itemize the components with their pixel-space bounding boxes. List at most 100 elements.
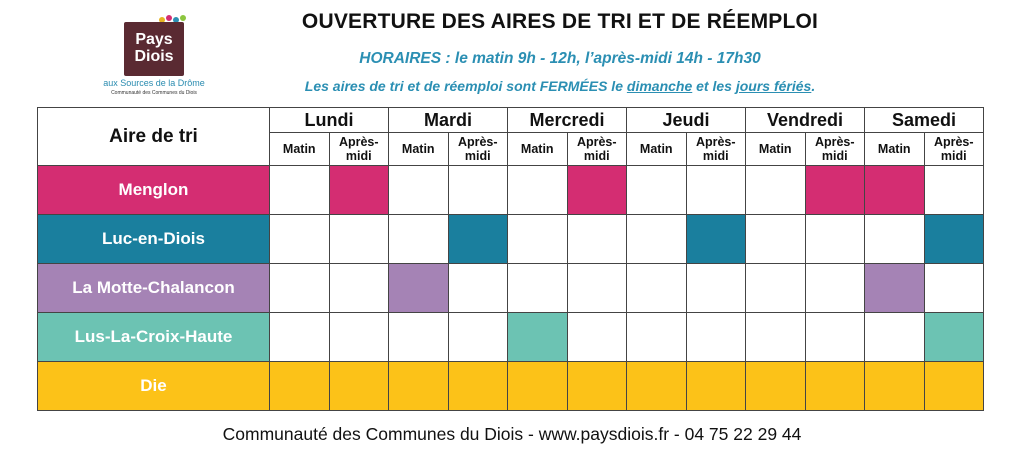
footer-contact: Communauté des Communes du Diois - www.p… <box>222 424 802 444</box>
closed-slot <box>328 263 389 313</box>
open-slot <box>864 361 925 411</box>
open-slot <box>388 263 449 313</box>
closed-slot <box>507 165 568 215</box>
open-slot <box>745 361 806 411</box>
closed-slot <box>507 214 568 264</box>
open-slot <box>269 361 330 411</box>
holidays-link[interactable]: jours fériés <box>735 78 812 94</box>
afternoon-header: Après-midi <box>566 132 627 166</box>
closed-slot <box>507 263 568 313</box>
closure-notice: Les aires de tri et de réemploi sont FER… <box>240 78 880 94</box>
opening-hours: HORAIRES : le matin 9h - 12h, l’après-mi… <box>359 50 761 67</box>
open-slot <box>923 312 984 362</box>
schedule-body: Menglon Luc-en-Diois La Motte-Chalancon Lus… <box>37 165 984 411</box>
closed-slot <box>923 263 984 313</box>
open-slot <box>804 165 865 215</box>
day-header: Mardi <box>388 107 508 133</box>
day-header: Jeudi <box>626 107 746 133</box>
closed-slot <box>447 165 508 215</box>
afternoon-header: Après-midi <box>923 132 984 166</box>
closed-slot <box>566 263 627 313</box>
closed-slot <box>745 312 806 362</box>
site-row: Luc-en-Diois <box>37 214 984 264</box>
pays-diois-logo: Pays Diois aux Sources de la Drôme Commu… <box>100 14 208 98</box>
site-name: Die <box>37 361 270 411</box>
open-slot <box>626 361 687 411</box>
closed-slot <box>269 165 330 215</box>
open-slot <box>328 165 389 215</box>
open-slot <box>685 214 746 264</box>
closed-slot <box>804 214 865 264</box>
afternoon-header: Après-midi <box>804 132 865 166</box>
site-name: La Motte-Chalancon <box>37 263 270 313</box>
closed-slot <box>626 312 687 362</box>
day-header: Lundi <box>269 107 389 133</box>
site-row: Lus-La-Croix-Haute <box>37 312 984 362</box>
site-row: Die <box>37 361 984 411</box>
closed-slot <box>745 214 806 264</box>
site-row: Menglon <box>37 165 984 215</box>
closure-suffix: . <box>811 78 816 94</box>
morning-header: Matin <box>269 132 330 166</box>
morning-header: Matin <box>507 132 568 166</box>
closed-slot <box>388 312 449 362</box>
morning-header: Matin <box>388 132 449 166</box>
open-slot <box>328 361 389 411</box>
logo-caption: Communauté des Communes du Diois <box>111 90 197 96</box>
afternoon-header: Après-midi <box>328 132 389 166</box>
closed-slot <box>745 263 806 313</box>
site-row: La Motte-Chalancon <box>37 263 984 313</box>
site-name: Menglon <box>37 165 270 215</box>
closed-slot <box>626 165 687 215</box>
day-header: Mercredi <box>507 107 627 133</box>
page-title: OUVERTURE DES AIRES DE TRI ET DE RÉEMPLO… <box>301 10 819 33</box>
closed-slot <box>269 312 330 362</box>
closed-slot <box>864 214 925 264</box>
afternoon-header: Après-midi <box>447 132 508 166</box>
closure-middle: et les <box>692 78 736 94</box>
open-slot <box>804 361 865 411</box>
closure-prefix: Les aires de tri et de réemploi sont FER… <box>304 78 627 94</box>
day-header-row: Aire de tri Lundi Mardi Mercredi Jeudi V… <box>37 107 984 166</box>
period-header-row: Matin Après-midi Matin Après-midi Matin Après… <box>38 132 984 166</box>
closed-slot <box>328 214 389 264</box>
closed-slot <box>685 312 746 362</box>
open-slot <box>507 312 568 362</box>
closed-slot <box>864 312 925 362</box>
site-name: Luc-en-Diois <box>37 214 270 264</box>
closed-slot <box>447 312 508 362</box>
open-slot <box>923 214 984 264</box>
open-slot <box>388 361 449 411</box>
closed-slot <box>388 165 449 215</box>
closed-slot <box>685 263 746 313</box>
closed-slot <box>923 165 984 215</box>
closed-slot <box>626 214 687 264</box>
flowers-icon <box>159 15 186 23</box>
closed-slot <box>685 165 746 215</box>
closed-slot <box>745 165 806 215</box>
closed-slot <box>328 312 389 362</box>
open-slot <box>447 214 508 264</box>
closed-slot <box>269 263 330 313</box>
closed-slot <box>566 312 627 362</box>
afternoon-header: Après-midi <box>685 132 746 166</box>
closed-slot <box>804 312 865 362</box>
day-header: Samedi <box>864 107 984 133</box>
closed-slot <box>804 263 865 313</box>
morning-header: Matin <box>864 132 925 166</box>
open-slot <box>507 361 568 411</box>
closed-slot <box>388 214 449 264</box>
site-name: Lus-La-Croix-Haute <box>37 312 270 362</box>
logo-line2: Diois <box>134 48 174 65</box>
open-slot <box>566 361 627 411</box>
sunday-link[interactable]: dimanche <box>626 78 693 94</box>
closed-slot <box>626 263 687 313</box>
open-slot <box>566 165 627 215</box>
schedule-table: Aire de tri Lundi Mardi Mercredi Jeudi V… <box>37 107 984 411</box>
closed-slot <box>566 214 627 264</box>
logo-line1: Pays <box>135 31 173 48</box>
closed-slot <box>269 214 330 264</box>
logo-tagline: aux Sources de la Drôme <box>103 78 205 88</box>
logo-mark: Pays Diois <box>124 22 184 76</box>
open-slot <box>447 361 508 411</box>
